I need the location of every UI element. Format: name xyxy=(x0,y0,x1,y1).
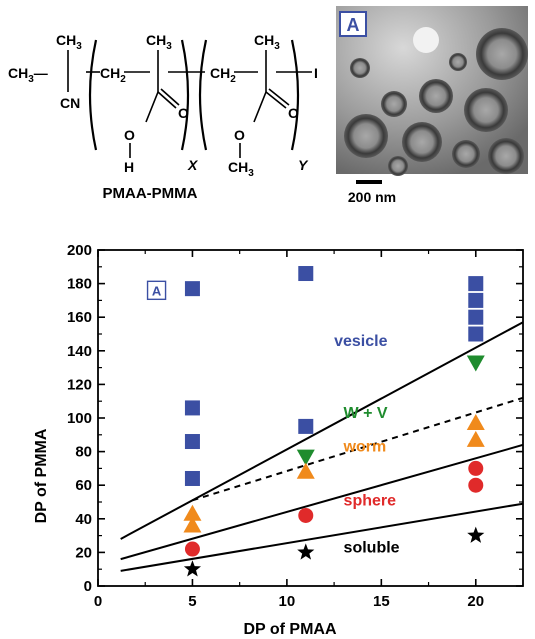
vesicle-point xyxy=(468,309,484,325)
cn-group: CN xyxy=(60,95,80,111)
ch2-second: CH2 xyxy=(210,65,236,85)
sphere-point xyxy=(468,477,484,493)
structure-bonds xyxy=(67,50,312,158)
methyl-ester: CH3 xyxy=(228,159,254,179)
phase-boundary-solid-2 xyxy=(120,443,523,561)
region-label-worm: worm xyxy=(343,439,387,456)
iodine-end: I xyxy=(314,65,318,81)
y-tick-label: 40 xyxy=(75,511,92,528)
subscript-y: Y xyxy=(298,157,309,173)
y-tick-label: 20 xyxy=(75,544,92,561)
phase-boundaries xyxy=(120,321,523,572)
x-tick-label: 15 xyxy=(373,593,390,610)
panel-label: A xyxy=(347,15,360,35)
y-tick-label: 120 xyxy=(67,376,92,393)
inset-label-box xyxy=(146,280,167,301)
ch3-first: CH3 xyxy=(146,32,172,52)
region-labels: vesicle W + V worm sphere soluble A xyxy=(146,280,400,556)
region-label-w-v: W + V xyxy=(344,405,388,422)
x-axis-label: DP of PMAA xyxy=(243,621,336,638)
ch2-first: CH2 xyxy=(100,65,126,85)
vesicle-point xyxy=(298,266,314,282)
scale-bar-label: 200 nm xyxy=(348,189,396,205)
region-label-sphere: sphere xyxy=(344,492,397,509)
x-tick-label: 0 xyxy=(94,593,102,610)
ch3-second: CH3 xyxy=(254,32,280,52)
vesicle-point xyxy=(468,326,484,342)
worm-point xyxy=(466,430,485,447)
worm-point xyxy=(466,414,485,431)
y-tick-label: 140 xyxy=(67,343,92,360)
y-tick-label: 180 xyxy=(67,276,92,293)
hydroxyl-h: H xyxy=(124,159,134,175)
vesicle-point xyxy=(468,276,484,292)
vesicle-point xyxy=(184,434,200,450)
y-axis-label: DP of PMMA xyxy=(33,428,50,523)
y-tick-label: 200 xyxy=(67,242,92,259)
ch3-top: CH3 xyxy=(56,32,82,52)
data-points xyxy=(183,266,485,577)
soluble-point xyxy=(467,526,485,543)
repeat-unit-brackets xyxy=(88,39,300,151)
subscript-x: X xyxy=(187,157,199,173)
worm-point xyxy=(183,516,202,533)
region-label-soluble: soluble xyxy=(344,539,400,556)
vesicle-point xyxy=(298,418,314,434)
worm-point xyxy=(296,462,315,479)
y-tick-label: 100 xyxy=(67,410,92,427)
soluble-point xyxy=(297,543,315,560)
x-tick-label: 20 xyxy=(467,593,484,610)
y-tick-label: 160 xyxy=(67,309,92,326)
ester-o-first: O xyxy=(124,127,135,143)
sphere-point xyxy=(298,507,314,523)
w-v-point xyxy=(466,355,485,372)
w-v-point xyxy=(296,449,315,466)
panel-label-box xyxy=(339,11,367,37)
y-tick-label: 60 xyxy=(75,477,92,494)
inset-label: A xyxy=(152,283,162,298)
scale-bar xyxy=(356,180,382,184)
y-tick-label: 0 xyxy=(84,578,92,595)
carbonyl-o-first: O xyxy=(178,105,189,121)
vesicle-particles xyxy=(344,27,528,176)
phase-boundary-solid-0 xyxy=(120,321,523,540)
vesicle-point xyxy=(184,470,200,486)
tem-micrograph: A 200 nm xyxy=(336,6,528,205)
vesicle-point xyxy=(184,400,200,416)
region-label-vesicle: vesicle xyxy=(334,333,387,350)
x-tick-label: 10 xyxy=(279,593,296,610)
worm-point xyxy=(183,504,202,521)
chemical-structure: CH3— CH3 CN CH2 CH3 O O H X CH2 CH3 O O … xyxy=(8,32,318,200)
x-tick-label: 5 xyxy=(188,593,196,610)
soluble-point xyxy=(183,560,201,577)
vesicle-point xyxy=(468,292,484,308)
y-tick-label: 80 xyxy=(75,444,92,461)
sphere-point xyxy=(468,460,484,476)
vesicle-point xyxy=(184,281,200,297)
phase-boundary-dashed-1 xyxy=(192,396,523,502)
polymer-name: PMAA-PMMA xyxy=(103,185,198,200)
carbonyl-o-second: O xyxy=(288,105,299,121)
sphere-point xyxy=(184,541,200,557)
phase-boundary-solid-3 xyxy=(120,502,523,572)
ch3-left: CH3— xyxy=(8,65,48,85)
ester-o-second: O xyxy=(234,127,245,143)
